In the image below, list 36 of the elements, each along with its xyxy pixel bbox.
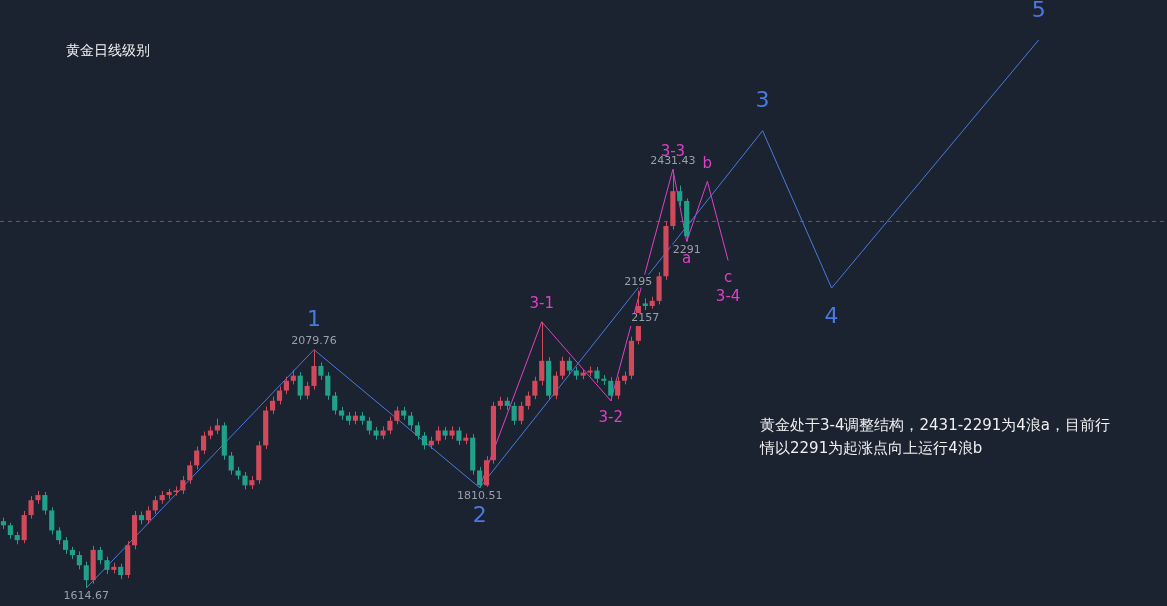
annotation: 4 <box>824 302 839 328</box>
annotation: 3-2 <box>598 408 624 427</box>
annotation: c <box>723 267 733 286</box>
candlestick <box>387 416 393 435</box>
text: 2157 <box>631 311 660 325</box>
candlestick <box>594 366 600 384</box>
candlestick <box>28 495 34 520</box>
candlestick <box>380 425 386 440</box>
annotation: 3-1 <box>529 294 554 313</box>
candlestick <box>104 556 110 575</box>
text: 2195 <box>624 274 653 288</box>
candlestick <box>166 488 172 500</box>
candlestick <box>456 426 462 446</box>
annotation: b <box>702 153 713 172</box>
candlestick <box>449 425 455 440</box>
candlestick <box>97 546 103 565</box>
candlestick <box>642 297 648 311</box>
text: 1810.51 <box>456 489 503 502</box>
text: 2079.76 <box>291 334 337 348</box>
annotation: 3-4 <box>715 286 741 305</box>
chart-title: 黄金日线级别 <box>66 42 150 60</box>
candlestick <box>518 401 524 425</box>
annotation: 1 <box>307 306 322 332</box>
annotation: 黄金处于3-4调整结构，2431-2291为4浪a，目前行情以2291为起涨点向上运行4浪b <box>760 415 1110 459</box>
text: 1614.67 <box>63 589 110 603</box>
annotation: 5 <box>1031 0 1046 22</box>
annotation: 2 <box>472 502 487 528</box>
candlestick <box>525 391 531 410</box>
annotation: 3 <box>755 87 770 113</box>
candlestick <box>587 365 593 377</box>
candlestick <box>173 485 179 497</box>
candlestick <box>656 271 662 305</box>
candlestick <box>663 221 669 281</box>
candlestick <box>35 490 41 505</box>
candlestick <box>311 349 317 391</box>
candlestick <box>242 471 248 490</box>
